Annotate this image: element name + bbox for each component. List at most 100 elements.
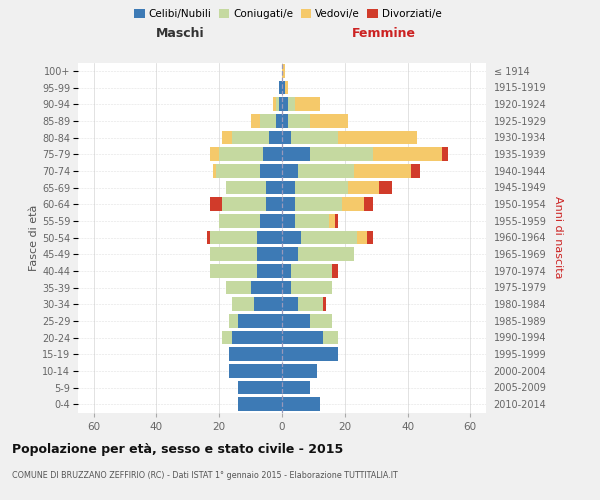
Bar <box>282 198 295 211</box>
Bar <box>229 364 282 378</box>
Bar <box>210 264 257 278</box>
Bar <box>282 314 310 328</box>
Bar <box>335 214 338 228</box>
Text: Popolazione per età, sesso e stato civile - 2015: Popolazione per età, sesso e stato civil… <box>12 442 343 456</box>
Y-axis label: Anni di nascita: Anni di nascita <box>553 196 563 278</box>
Legend: Celibi/Nubili, Coniugati/e, Vedovi/e, Divorziati/e: Celibi/Nubili, Coniugati/e, Vedovi/e, Di… <box>130 5 446 24</box>
Bar <box>257 264 282 278</box>
Bar <box>276 114 282 128</box>
Bar <box>310 148 373 161</box>
Bar <box>260 114 276 128</box>
Bar <box>292 280 332 294</box>
Bar <box>295 198 341 211</box>
Bar <box>206 230 210 244</box>
Bar <box>282 130 292 144</box>
Bar <box>285 80 288 94</box>
Bar <box>232 330 282 344</box>
Bar <box>282 214 295 228</box>
Bar <box>282 280 292 294</box>
Bar <box>329 214 335 228</box>
Bar <box>266 198 282 211</box>
Bar <box>282 264 292 278</box>
Bar <box>310 314 332 328</box>
Bar <box>282 98 288 111</box>
Bar <box>266 180 282 194</box>
Bar <box>298 298 323 311</box>
Bar <box>257 248 282 261</box>
Bar <box>210 230 257 244</box>
Bar <box>272 98 276 111</box>
Bar <box>282 380 310 394</box>
Bar <box>260 214 282 228</box>
Bar <box>238 380 282 394</box>
Bar <box>323 298 326 311</box>
Bar <box>323 330 338 344</box>
Bar <box>338 130 417 144</box>
Bar <box>282 114 288 128</box>
Bar <box>226 280 251 294</box>
Bar <box>282 164 298 177</box>
Bar <box>254 298 282 311</box>
Bar <box>276 98 279 111</box>
Bar <box>260 164 282 177</box>
Bar <box>295 214 329 228</box>
Bar <box>442 148 448 161</box>
Bar <box>223 330 232 344</box>
Bar <box>301 230 358 244</box>
Bar <box>354 164 410 177</box>
Bar <box>298 164 354 177</box>
Bar <box>279 80 282 94</box>
Text: Maschi: Maschi <box>155 27 205 40</box>
Text: Femmine: Femmine <box>352 27 416 40</box>
Bar <box>298 248 354 261</box>
Bar <box>210 148 219 161</box>
Bar <box>379 180 392 194</box>
Bar <box>373 148 442 161</box>
Bar <box>295 180 348 194</box>
Bar <box>219 148 263 161</box>
Bar <box>282 180 295 194</box>
Bar <box>410 164 420 177</box>
Bar <box>223 130 232 144</box>
Bar <box>238 398 282 411</box>
Bar <box>282 364 317 378</box>
Bar <box>282 248 298 261</box>
Bar <box>219 214 260 228</box>
Bar <box>292 264 332 278</box>
Text: COMUNE DI BRUZZANO ZEFFIRIO (RC) - Dati ISTAT 1° gennaio 2015 - Elaborazione TUT: COMUNE DI BRUZZANO ZEFFIRIO (RC) - Dati … <box>12 471 398 480</box>
Bar <box>282 348 338 361</box>
Bar <box>229 348 282 361</box>
Bar <box>232 298 254 311</box>
Bar <box>292 130 338 144</box>
Bar <box>251 114 260 128</box>
Bar <box>367 230 373 244</box>
Bar <box>269 130 282 144</box>
Bar <box>282 230 301 244</box>
Bar <box>295 98 320 111</box>
Bar <box>364 198 373 211</box>
Bar <box>348 180 379 194</box>
Bar <box>229 314 238 328</box>
Bar <box>213 164 216 177</box>
Bar <box>332 264 338 278</box>
Bar <box>210 248 257 261</box>
Bar <box>232 130 269 144</box>
Bar <box>223 198 266 211</box>
Bar <box>288 114 310 128</box>
Bar <box>251 280 282 294</box>
Bar <box>282 80 285 94</box>
Bar <box>282 398 320 411</box>
Bar <box>210 198 223 211</box>
Bar <box>282 64 285 78</box>
Bar <box>282 298 298 311</box>
Bar <box>263 148 282 161</box>
Bar <box>216 164 260 177</box>
Bar <box>282 148 310 161</box>
Bar <box>310 114 348 128</box>
Bar <box>358 230 367 244</box>
Y-axis label: Fasce di età: Fasce di età <box>29 204 39 270</box>
Bar <box>341 198 364 211</box>
Bar <box>288 98 295 111</box>
Bar <box>226 180 266 194</box>
Bar <box>238 314 282 328</box>
